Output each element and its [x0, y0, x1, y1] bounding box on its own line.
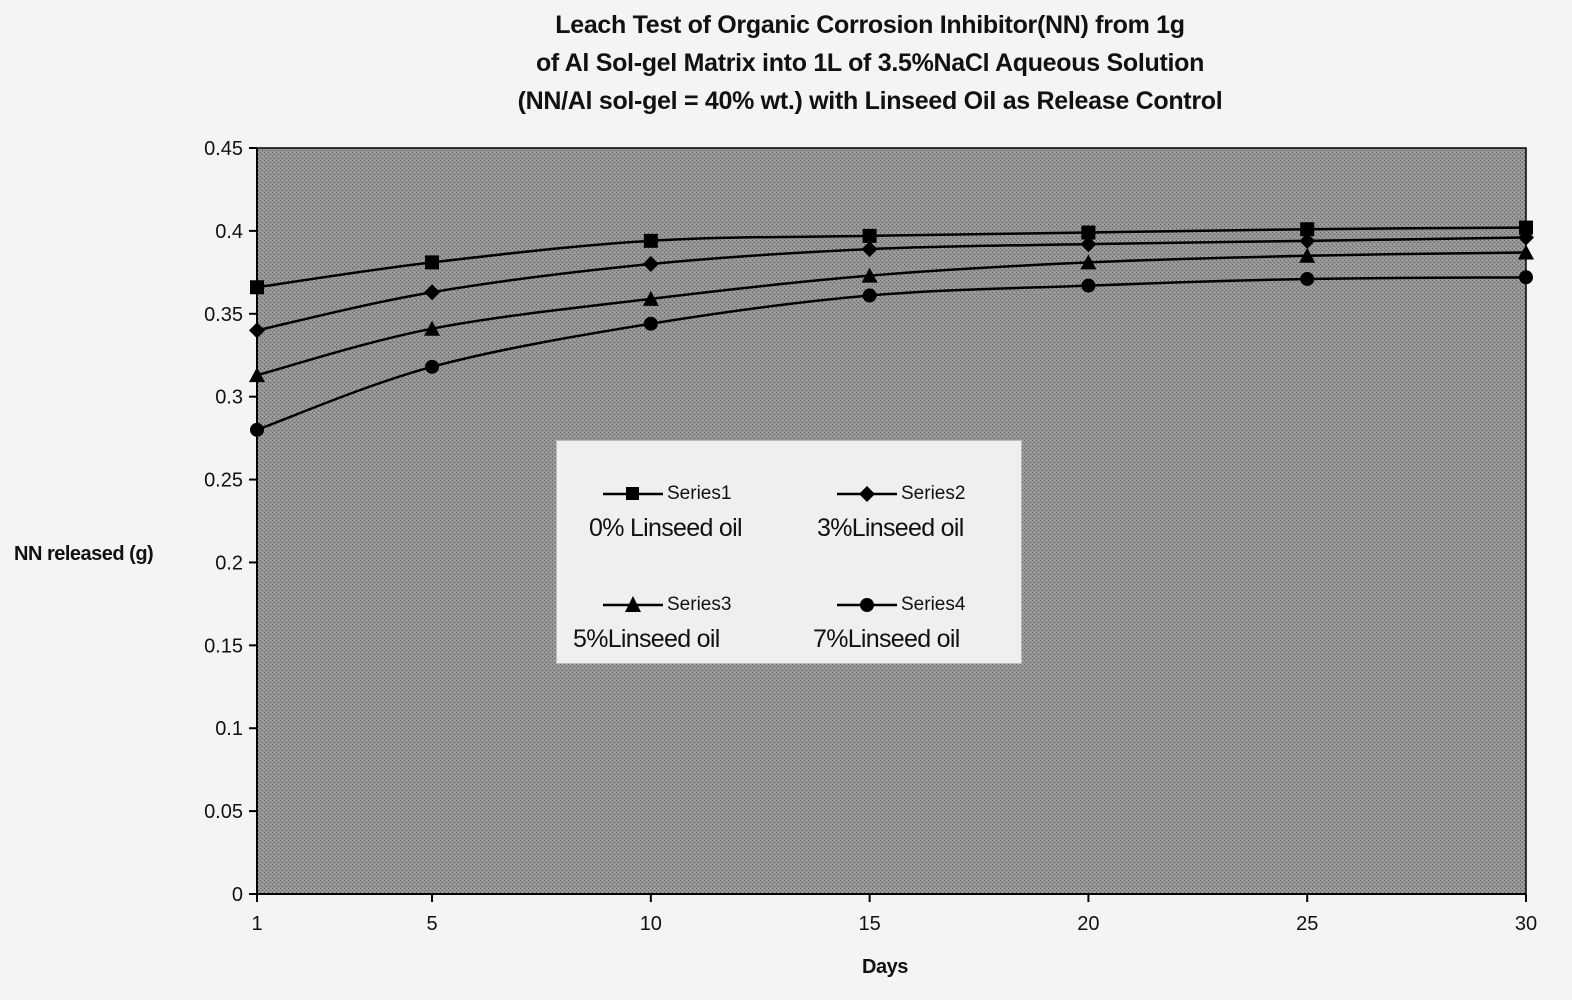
- legend-series-description: 7%Linseed oil: [813, 625, 960, 653]
- data-point-square: [643, 233, 658, 248]
- x-tick-label: 5: [426, 913, 437, 935]
- chart-title: Leach Test of Organic Corrosion Inhibito…: [260, 6, 1480, 120]
- chart-title-line: of Al Sol-gel Matrix into 1L of 3.5%NaCl…: [535, 49, 1205, 77]
- data-point-diamond: [1080, 236, 1097, 253]
- chart-title-line: (NN/Al sol-gel = 40% wt.) with Linseed O…: [517, 87, 1223, 115]
- data-point-circle: [250, 422, 264, 437]
- data-point-square: [1519, 220, 1533, 235]
- data-point-triangle: [249, 367, 265, 383]
- data-point-circle: [1519, 270, 1533, 285]
- data-point-circle: [643, 316, 658, 331]
- data-point-circle: [425, 359, 440, 374]
- data-point-triangle: [861, 267, 878, 283]
- data-point-diamond: [1518, 229, 1534, 246]
- y-tick-label: 0.2: [215, 552, 243, 574]
- data-point-diamond: [861, 241, 878, 258]
- legend-item-series3: Series3 5%Linseed oil: [573, 594, 831, 653]
- legend-series-name: Series2: [901, 483, 966, 504]
- y-tick-label: 0.1: [215, 718, 243, 740]
- data-point-triangle: [1518, 244, 1534, 260]
- x-tick-label: 25: [1296, 913, 1318, 935]
- data-point-triangle: [1080, 254, 1097, 270]
- x-tick-label: 20: [1077, 913, 1099, 935]
- x-tick-label: 30: [1515, 913, 1537, 935]
- legend-swatch-diamond: [837, 486, 897, 502]
- x-tick-label: 1: [251, 913, 262, 935]
- y-tick-label: 0.15: [204, 635, 243, 657]
- legend-series-description: 3%Linseed oil: [817, 514, 964, 542]
- y-axis-label: NN released (g): [14, 543, 154, 565]
- data-point-diamond: [1299, 232, 1316, 249]
- chart-title-line: Leach Test of Organic Corrosion Inhibito…: [555, 11, 1185, 39]
- legend-item-series4: Series4 7%Linseed oil: [813, 594, 1065, 653]
- data-point-square: [250, 280, 264, 295]
- legend-item-series1: Series1 0% Linseed oil: [589, 483, 831, 542]
- data-point-diamond: [424, 284, 441, 301]
- legend-item-series2: Series2 3%Linseed oil: [817, 483, 1065, 542]
- data-point-diamond: [249, 322, 265, 339]
- legend-swatch-circle: [837, 598, 897, 612]
- data-point-circle: [1081, 278, 1096, 293]
- legend-series-description: 5%Linseed oil: [573, 625, 720, 653]
- legend-series-name: Series1: [667, 483, 732, 504]
- data-point-square: [1081, 225, 1096, 240]
- y-tick-label: 0: [232, 884, 243, 906]
- data-point-circle: [862, 288, 877, 303]
- y-tick-label: 0.05: [204, 801, 243, 823]
- legend-swatch-square: [603, 487, 663, 500]
- data-point-triangle: [424, 320, 441, 336]
- data-point-triangle: [642, 290, 659, 306]
- legend: Series1 0% Linseed oil Series2 3%Linseed…: [556, 440, 1022, 664]
- legend-swatch-triangle: [603, 596, 663, 612]
- legend-series-name: Series4: [901, 594, 966, 615]
- x-axis-label: Days: [862, 956, 908, 978]
- y-tick-label: 0.45: [204, 138, 243, 160]
- x-tick-label: 15: [858, 913, 880, 935]
- y-tick-label: 0.4: [215, 221, 243, 243]
- data-point-square: [862, 228, 877, 243]
- legend-series-name: Series3: [667, 594, 732, 615]
- data-point-circle: [1300, 271, 1315, 286]
- data-point-diamond: [642, 256, 659, 273]
- y-tick-label: 0.35: [204, 304, 243, 326]
- data-point-square: [1300, 222, 1315, 237]
- x-tick-label: 10: [640, 913, 662, 935]
- data-point-triangle: [1299, 247, 1316, 263]
- y-tick-label: 0.25: [204, 470, 243, 492]
- y-tick-label: 0.3: [215, 387, 243, 409]
- legend-series-description: 0% Linseed oil: [589, 514, 743, 542]
- data-point-square: [425, 255, 440, 270]
